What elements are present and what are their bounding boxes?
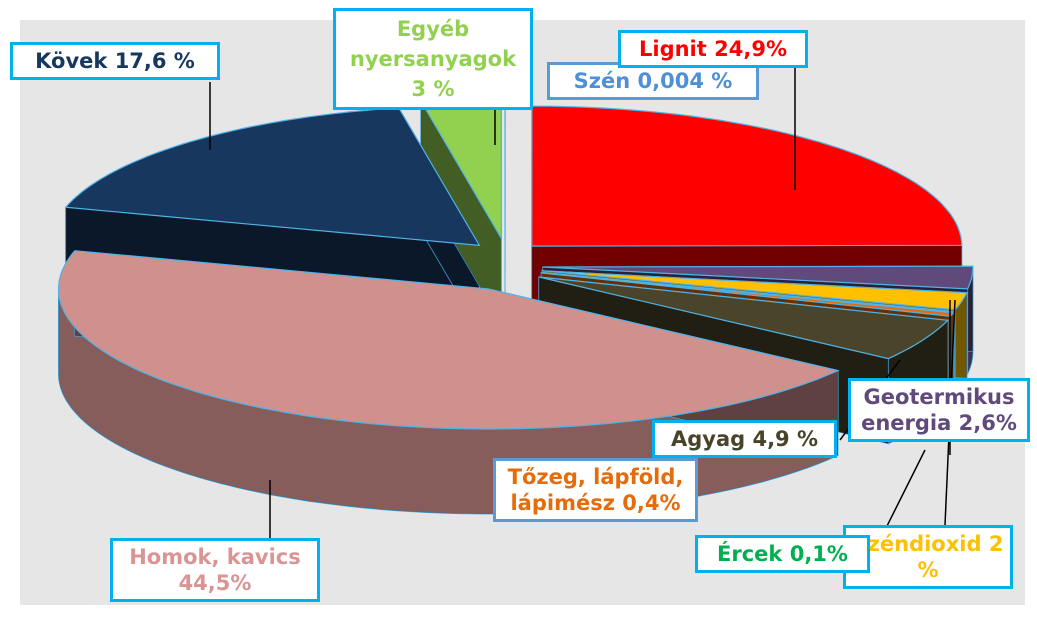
slice-cut-shade — [420, 100, 502, 324]
label-name: Szén — [573, 69, 631, 93]
slice — [64, 107, 481, 247]
data-label: Egyéb nyersanyagok 3 % — [333, 8, 533, 110]
label-value: 24,9% — [714, 37, 787, 61]
slice — [538, 276, 950, 360]
label-name: Tőzeg, lápföld, lápimész — [507, 465, 684, 515]
data-label: Homok, kavics 44,5% — [110, 538, 320, 602]
label-name: Széndioxid — [852, 532, 982, 556]
slice — [531, 105, 963, 247]
label-name: Geotermikus energia — [861, 385, 1015, 435]
data-label: Geotermikus energia 2,6% — [848, 378, 1030, 442]
data-label: Kövek 17,6 % — [10, 42, 220, 80]
label-value: 0,1% — [789, 542, 848, 566]
label-name: Lignit — [639, 37, 707, 61]
slice — [541, 272, 955, 317]
slice — [542, 265, 974, 290]
label-name: Ércek — [717, 542, 783, 566]
label-value: 44,5% — [178, 571, 252, 595]
data-label: Ércek 0,1% — [695, 535, 870, 573]
label-value: 3 % — [411, 77, 455, 101]
data-label: Szén 0,004 % — [547, 62, 759, 100]
label-name: Agyag — [670, 427, 746, 451]
data-label: Széndioxid 2 % — [843, 525, 1013, 589]
data-label: Lignit 24,9% — [618, 30, 808, 68]
data-label: Tőzeg, lápföld, lápimész 0,4% — [493, 458, 698, 522]
label-name: Egyéb nyersanyagok — [349, 17, 517, 71]
label-name: Kövek — [35, 49, 108, 73]
label-name: Homok, kavics — [129, 545, 301, 569]
slice — [57, 250, 840, 430]
label-value: 2 % — [917, 532, 1004, 582]
label-value: 17,6 % — [114, 49, 195, 73]
slice-tops — [57, 97, 974, 430]
slice-side-shade — [58, 289, 838, 514]
label-value: 0,004 % — [637, 69, 733, 93]
label-value: 2,6% — [958, 411, 1017, 435]
data-label: Agyag 4,9 % — [652, 420, 837, 458]
slice — [542, 270, 968, 311]
label-value: 0,4% — [622, 491, 681, 515]
label-value: 4,9 % — [752, 427, 819, 451]
